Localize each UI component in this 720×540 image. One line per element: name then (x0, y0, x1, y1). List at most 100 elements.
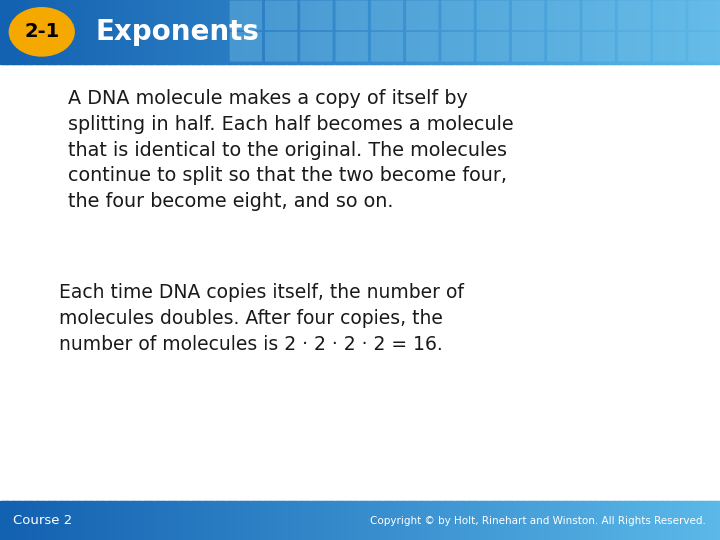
Bar (125, 501, 128, 540)
FancyBboxPatch shape (582, 1, 615, 30)
Bar (540, 501, 543, 540)
Bar (461, 501, 464, 540)
Bar (439, 501, 442, 540)
Bar (583, 0, 586, 64)
Bar (38, 0, 42, 64)
Bar (338, 501, 341, 540)
Bar (677, 501, 680, 540)
Bar (441, 501, 445, 540)
Bar (127, 501, 130, 540)
Bar (0, 501, 3, 540)
Bar (540, 0, 543, 64)
Bar (12, 501, 15, 540)
Bar (216, 501, 219, 540)
Bar (485, 0, 488, 64)
Bar (502, 501, 505, 540)
Bar (9, 0, 13, 64)
Bar (430, 0, 433, 64)
Bar (549, 0, 553, 64)
Bar (187, 501, 190, 540)
Bar (336, 0, 339, 64)
Bar (636, 0, 639, 64)
Bar (360, 0, 363, 64)
Bar (473, 0, 476, 64)
Bar (415, 0, 418, 64)
Bar (538, 0, 541, 64)
Bar (598, 501, 600, 540)
Bar (636, 501, 639, 540)
Bar (41, 0, 44, 64)
Bar (144, 501, 147, 540)
Bar (290, 0, 294, 64)
Bar (94, 0, 96, 64)
Bar (58, 0, 60, 64)
Bar (5, 501, 8, 540)
Bar (158, 501, 161, 540)
Bar (252, 501, 255, 540)
Bar (305, 0, 308, 64)
Bar (511, 501, 514, 540)
Bar (29, 501, 32, 540)
Text: 2-1: 2-1 (24, 22, 59, 42)
Bar (396, 501, 399, 540)
Bar (459, 501, 462, 540)
FancyBboxPatch shape (441, 32, 474, 62)
Bar (463, 501, 467, 540)
Bar (235, 0, 238, 64)
Bar (562, 501, 564, 540)
Bar (554, 0, 557, 64)
Bar (446, 0, 449, 64)
Bar (427, 0, 431, 64)
FancyBboxPatch shape (265, 1, 297, 30)
Bar (178, 501, 181, 540)
Bar (571, 0, 575, 64)
Bar (74, 0, 78, 64)
Bar (283, 0, 287, 64)
Bar (706, 501, 708, 540)
Bar (27, 501, 30, 540)
Bar (108, 0, 111, 64)
Bar (562, 0, 564, 64)
Bar (110, 501, 114, 540)
Bar (79, 501, 82, 540)
Bar (535, 501, 539, 540)
Bar (106, 0, 109, 64)
Bar (48, 501, 51, 540)
Bar (523, 501, 526, 540)
Bar (715, 0, 719, 64)
Bar (322, 0, 325, 64)
Bar (449, 0, 452, 64)
Bar (144, 0, 147, 64)
Bar (110, 0, 114, 64)
Bar (367, 0, 370, 64)
Bar (509, 501, 512, 540)
Bar (504, 0, 507, 64)
Bar (677, 0, 680, 64)
Bar (247, 501, 251, 540)
Bar (24, 501, 27, 540)
Bar (286, 0, 289, 64)
Bar (621, 0, 625, 64)
Bar (646, 501, 649, 540)
Bar (331, 501, 334, 540)
Bar (547, 0, 550, 64)
Bar (163, 501, 166, 540)
Bar (362, 0, 366, 64)
Bar (358, 501, 361, 540)
Bar (312, 0, 315, 64)
Bar (497, 0, 500, 64)
Bar (398, 0, 402, 64)
Bar (233, 0, 236, 64)
Bar (153, 501, 157, 540)
Bar (487, 501, 490, 540)
Bar (151, 501, 154, 540)
FancyBboxPatch shape (477, 1, 509, 30)
Bar (274, 0, 276, 64)
Bar (641, 501, 644, 540)
Bar (451, 0, 454, 64)
Bar (115, 501, 118, 540)
Bar (367, 501, 370, 540)
Bar (94, 501, 96, 540)
FancyBboxPatch shape (300, 32, 333, 62)
Bar (403, 0, 406, 64)
